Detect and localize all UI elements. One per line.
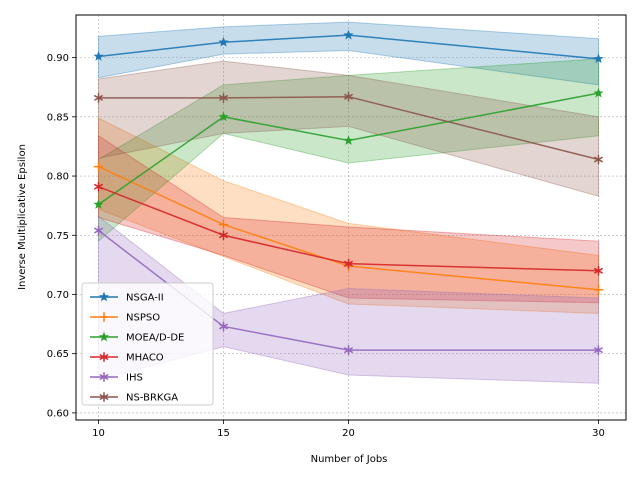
point-nspso <box>93 161 104 172</box>
line-nsga-ii <box>98 34 599 60</box>
point-mhaco <box>94 181 103 192</box>
x-tick-label: 15 <box>217 428 230 439</box>
legend-label-ns-brkga: NS-BRKGA <box>126 393 178 404</box>
point-mhaco <box>219 230 228 241</box>
point-ihs <box>594 345 603 356</box>
plot-area <box>75 14 627 421</box>
band-nspso <box>98 117 599 314</box>
y-tick-label: 0.70 <box>47 290 69 301</box>
legend[interactable]: NSGA-II NSPSO MOEA/D-DE MHACO IHS NS-BRKGA <box>81 282 214 406</box>
x-tick-label: 20 <box>342 428 355 439</box>
x-tick-label: 10 <box>92 428 105 439</box>
band-mhaco <box>98 134 599 304</box>
y-axis-ticks: 0.60 0.65 0.70 0.75 0.80 0.85 0.90 <box>47 53 76 419</box>
point-moea-d-de <box>593 87 604 98</box>
line-ns-brkga <box>98 95 599 161</box>
point-nspso <box>218 219 229 230</box>
line-ihs <box>98 229 599 351</box>
legend-marker-ihs <box>99 372 109 382</box>
series-markers <box>93 29 604 356</box>
legend-marker-ns-brkga <box>99 392 109 402</box>
point-ns-brkga <box>344 91 353 102</box>
point-nsga-ii <box>93 51 104 61</box>
y-tick-label: 0.60 <box>47 408 69 419</box>
y-tick-label: 0.65 <box>47 349 69 360</box>
point-moea-d-de <box>93 199 104 209</box>
y-tick-label: 0.80 <box>47 172 69 183</box>
point-mhaco <box>594 265 603 276</box>
legend-marker-moea-d-de <box>98 331 110 342</box>
point-ihs <box>219 321 228 332</box>
legend-label-nspso: NSPSO <box>126 313 160 324</box>
point-nspso <box>593 284 604 295</box>
legend-marker-mhaco <box>99 352 109 362</box>
point-mhaco <box>344 258 353 269</box>
point-ns-brkga <box>219 92 228 103</box>
point-nsga-ii <box>218 36 229 47</box>
legend-box <box>81 282 214 406</box>
point-moea-d-de <box>343 135 354 145</box>
x-tick-label: 30 <box>592 428 605 439</box>
legend-label-ihs: IHS <box>126 373 143 384</box>
y-axis-label: Inverse Multiplicative Epsilon <box>17 144 28 290</box>
x-axis-ticks: 10 15 20 30 <box>92 420 605 439</box>
line-mhaco <box>98 186 599 272</box>
y-tick-label: 0.85 <box>47 112 69 123</box>
point-ns-brkga <box>594 154 603 165</box>
band-moea-d-de <box>98 58 599 243</box>
point-nsga-ii <box>593 53 604 64</box>
legend-label-nsga-ii: NSGA-II <box>126 293 164 304</box>
point-ihs <box>94 225 103 236</box>
legend-marker-nsga-ii <box>98 291 110 302</box>
line-moea-d-de <box>98 92 599 206</box>
legend-marker-nspso <box>99 312 109 322</box>
point-ns-brkga <box>94 92 103 103</box>
point-nsga-ii <box>343 29 354 40</box>
x-axis-label: Number of Jobs <box>311 454 388 465</box>
line-nspso <box>98 165 599 291</box>
legend-label-mhaco: MHACO <box>126 353 164 364</box>
legend-label-moea-d-de: MOEA/D-DE <box>126 333 184 344</box>
y-tick-label: 0.75 <box>47 231 69 242</box>
y-tick-label: 0.90 <box>47 53 69 64</box>
point-ihs <box>344 345 353 356</box>
series-lines <box>98 34 599 351</box>
point-moea-d-de <box>218 111 229 122</box>
